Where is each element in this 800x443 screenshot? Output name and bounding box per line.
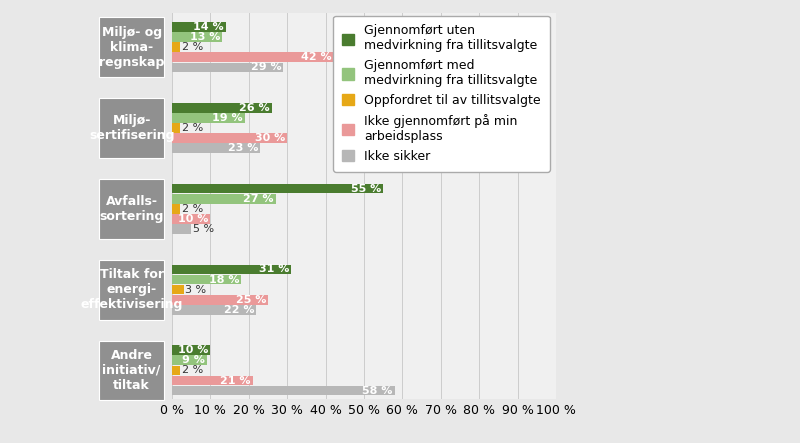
Text: 14 %: 14 % [194, 22, 224, 32]
FancyBboxPatch shape [99, 98, 164, 158]
Bar [172, 376, 253, 385]
Text: 9 %: 9 % [182, 355, 205, 365]
Bar [172, 22, 226, 32]
Bar [172, 264, 291, 274]
Text: Miljø-
sertifisering: Miljø- sertifisering [89, 114, 174, 142]
Bar [172, 52, 334, 62]
Bar [172, 275, 241, 284]
Text: 2 %: 2 % [182, 204, 203, 214]
Text: 5 %: 5 % [193, 224, 214, 234]
Text: 55 %: 55 % [351, 183, 382, 194]
Bar [172, 386, 394, 396]
Bar [172, 295, 268, 305]
Bar [172, 355, 206, 365]
Text: 23 %: 23 % [228, 143, 258, 153]
Bar [172, 43, 180, 52]
Bar [172, 103, 272, 113]
Text: Tiltak for
energi-
effektivisering: Tiltak for energi- effektivisering [81, 268, 183, 311]
Text: Miljø- og
klima-
regnskap: Miljø- og klima- regnskap [99, 26, 164, 69]
Text: 2 %: 2 % [182, 365, 203, 375]
Text: 2 %: 2 % [182, 123, 203, 133]
Text: 2 %: 2 % [182, 42, 203, 52]
FancyBboxPatch shape [99, 179, 164, 239]
Bar [172, 224, 191, 234]
Text: Avfalls-
sortering: Avfalls- sortering [99, 195, 164, 223]
FancyBboxPatch shape [99, 17, 164, 77]
FancyBboxPatch shape [99, 260, 164, 319]
Text: Andre
initiativ/
tiltak: Andre initiativ/ tiltak [102, 349, 161, 392]
Text: 58 %: 58 % [362, 385, 393, 396]
FancyBboxPatch shape [99, 341, 164, 400]
Text: 19 %: 19 % [213, 113, 243, 123]
Text: 25 %: 25 % [236, 295, 266, 305]
Legend: Gjennomført uten
medvirkning fra tillitsvalgte, Gjennomført med
medvirkning fra : Gjennomført uten medvirkning fra tillits… [333, 16, 550, 171]
Bar [172, 204, 180, 214]
Bar [172, 123, 180, 133]
Bar [172, 365, 180, 375]
Text: 10 %: 10 % [178, 345, 209, 355]
Bar [172, 144, 260, 153]
Text: 21 %: 21 % [220, 376, 250, 385]
Text: 30 %: 30 % [255, 133, 286, 143]
Bar [172, 214, 210, 224]
Bar [172, 113, 245, 123]
Text: 22 %: 22 % [224, 305, 254, 315]
Text: 27 %: 27 % [243, 194, 274, 204]
Bar [172, 346, 210, 355]
Bar [172, 32, 222, 42]
Bar [172, 184, 383, 194]
Bar [172, 62, 283, 72]
Bar [172, 133, 287, 143]
Text: 31 %: 31 % [258, 264, 289, 274]
Text: 42 %: 42 % [301, 52, 331, 62]
Text: 26 %: 26 % [239, 103, 270, 113]
Bar [172, 285, 183, 295]
Text: 10 %: 10 % [178, 214, 209, 224]
Text: 3 %: 3 % [186, 284, 206, 295]
Text: 13 %: 13 % [190, 32, 220, 42]
Bar [172, 194, 276, 204]
Text: 18 %: 18 % [209, 275, 239, 284]
Bar [172, 305, 257, 315]
Text: 29 %: 29 % [251, 62, 282, 72]
